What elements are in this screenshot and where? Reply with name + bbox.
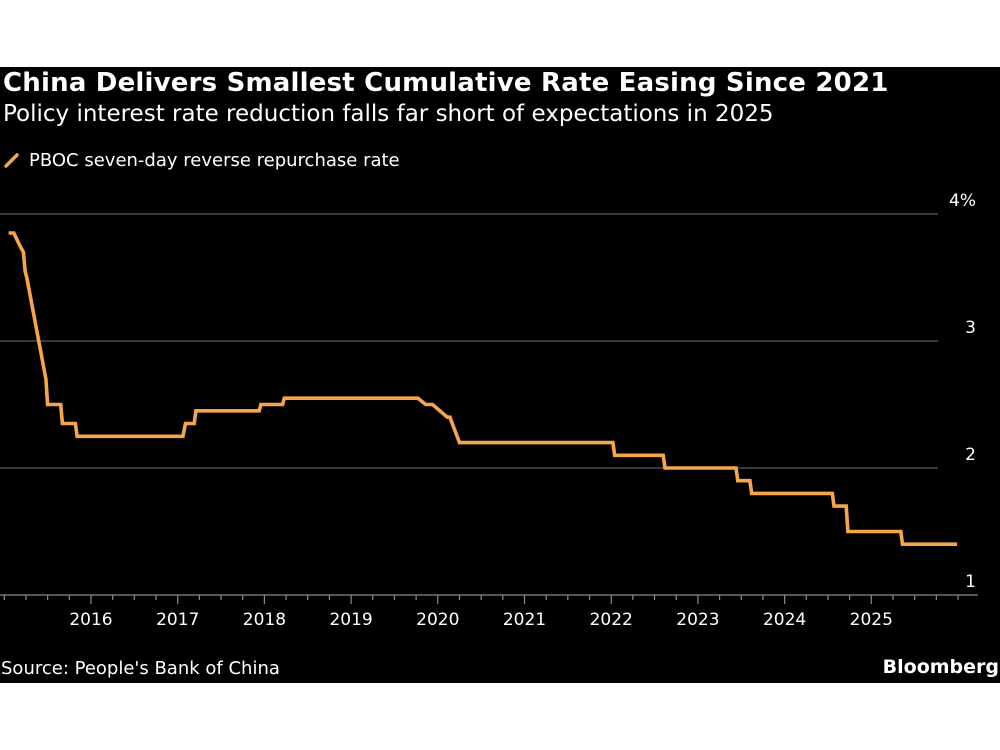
x-tick-label: 2021 (503, 610, 546, 630)
x-tick-label: 2025 (850, 610, 893, 630)
x-tick-label: 2018 (243, 610, 286, 630)
x-tick-label: 2024 (763, 610, 806, 630)
x-tick-label: 2023 (676, 610, 719, 630)
x-tick-label: 2022 (590, 610, 633, 630)
chart-background (0, 67, 1000, 683)
y-axis: 1 2 3 4% (949, 191, 976, 592)
bloomberg-logo: Bloomberg (882, 656, 999, 678)
y-tick-label: 3 (965, 318, 976, 338)
series-line-pboc-7day-repo (8, 231, 958, 547)
x-tick-label: 2016 (69, 610, 112, 630)
y-tick-label: 4% (949, 191, 976, 211)
y-tick-label: 2 (965, 445, 976, 465)
line-swatch-icon (4, 153, 19, 168)
legend: PBOC seven-day reverse repurchase rate (3, 147, 400, 173)
x-tick-label: 2017 (156, 610, 199, 630)
x-axis: 2016 2017 2018 2019 2020 2021 2022 2023 2024 2025 (0, 594, 978, 630)
x-tick-label: 2020 (416, 610, 459, 630)
chart-subtitle: Policy interest rate reduction falls far… (3, 101, 774, 127)
y-tick-label: 1 (965, 572, 976, 592)
legend-label: PBOC seven-day reverse repurchase rate (29, 149, 400, 171)
x-tick-label: 2019 (329, 610, 372, 630)
series-group (8, 231, 958, 547)
chart-title: China Delivers Smallest Cumulative Rate … (3, 68, 889, 98)
gridlines (0, 213, 938, 469)
source-note: Source: People's Bank of China (1, 658, 280, 679)
